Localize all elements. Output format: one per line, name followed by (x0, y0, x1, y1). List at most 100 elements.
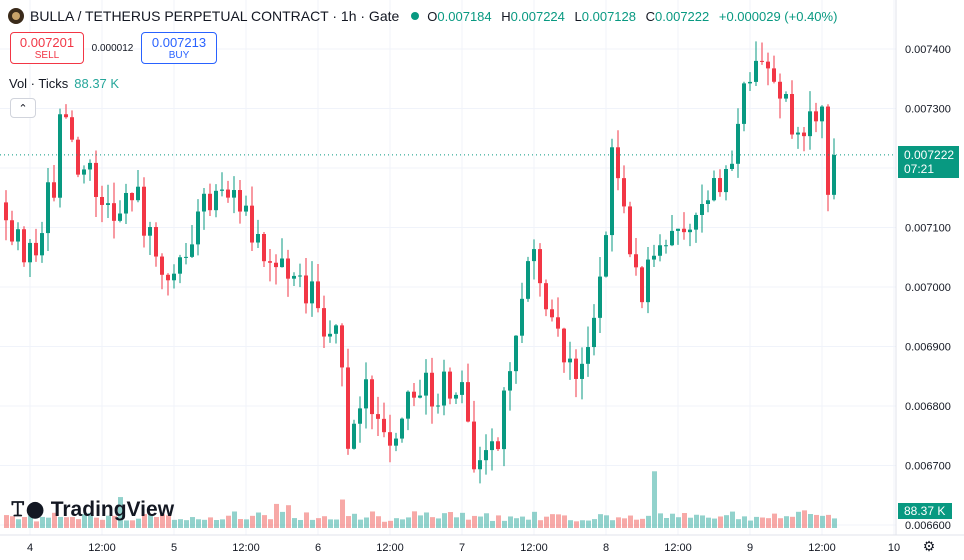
volume-bar (742, 516, 747, 528)
candle-body (286, 258, 290, 279)
volume-bar (304, 512, 309, 528)
volume-bar (754, 516, 759, 528)
volume-bar (784, 516, 789, 528)
candle-body (622, 178, 626, 207)
volume-bar (22, 517, 27, 528)
candle-body (88, 162, 92, 170)
volume-bar (184, 520, 189, 528)
candle-body (796, 132, 800, 135)
candle-body (10, 220, 14, 242)
volume-bar (358, 519, 363, 528)
buy-label: BUY (168, 50, 190, 61)
candle-body (658, 245, 662, 256)
volume-bar (88, 512, 93, 528)
candle-body (118, 213, 122, 221)
symbol-legend: BULLA / TETHERUS PERPETUAL CONTRACT · 1h… (8, 6, 843, 26)
collapse-legend-button[interactable]: ⌃ (10, 98, 36, 118)
volume-bar (772, 513, 777, 528)
volume-bar (526, 519, 531, 528)
candle-body (418, 395, 422, 398)
time-tick-label: 6 (315, 542, 321, 554)
volume-bar (292, 518, 297, 528)
candle-body (232, 190, 236, 198)
candle-body (508, 371, 512, 391)
volume-bar (682, 513, 687, 528)
candle-body (346, 367, 350, 449)
candle-body (502, 390, 506, 450)
volume-bar (244, 519, 249, 528)
volume-bar (136, 518, 141, 528)
candle-body (640, 267, 644, 303)
low-key: L (574, 8, 582, 24)
candle-body (790, 94, 794, 135)
candle-body (568, 358, 572, 363)
volume-bar (706, 517, 711, 528)
sell-button[interactable]: 0.007201 SELL (10, 32, 84, 64)
volume-bar (118, 497, 123, 528)
time-tick-label: 12:00 (520, 542, 548, 554)
high-value: 0.007224 (510, 8, 565, 24)
candle-body (280, 258, 284, 268)
volume-bar (700, 515, 705, 528)
candle-body (784, 94, 788, 99)
price-tick-label: 0.007400 (905, 44, 951, 56)
volume-bar (274, 503, 279, 528)
volume-bar (724, 515, 729, 528)
volume-bar (424, 512, 429, 528)
candle-body (472, 421, 476, 470)
candle-body (826, 106, 830, 195)
ohlc-values: O0.007184 H0.007224 L0.007128 C0.007222 … (427, 9, 843, 24)
volume-bar (382, 521, 387, 528)
candle-body (436, 405, 440, 407)
candle-body (106, 203, 110, 205)
candle-body (262, 233, 266, 262)
volume-bar (100, 519, 105, 528)
gear-icon[interactable]: ⚙ (922, 538, 936, 554)
volume-legend[interactable]: Vol · Ticks 88.37 K (9, 76, 119, 91)
volume-bar (466, 519, 471, 528)
price-axis[interactable]: 0.0074000.0073000.0072000.0071000.007000… (905, 44, 951, 532)
candle-body (316, 281, 320, 309)
candle-body (400, 418, 404, 439)
candle-body (610, 147, 614, 236)
time-axis[interactable]: 4 12:00 5 12:00 6 12:00 7 12:00 8 12:00 9 12:00 10 (27, 542, 900, 554)
candle-body (340, 325, 344, 368)
open-value: 0.007184 (437, 8, 492, 24)
volume-bar (712, 518, 717, 528)
volume-bar (658, 513, 663, 528)
tradingview-logo[interactable]: 𝚃● TradingView (10, 497, 174, 522)
candle-body (208, 193, 212, 211)
volume-bar (634, 519, 639, 528)
close-value: 0.007222 (655, 8, 710, 24)
volume-bar (544, 516, 549, 528)
candle-body (136, 186, 140, 201)
candle-body (130, 192, 134, 201)
volume-bar (748, 520, 753, 528)
volume-bar (490, 520, 495, 528)
symbol-title[interactable]: BULLA / TETHERUS PERPETUAL CONTRACT · 1h… (30, 8, 400, 24)
price-tick-label: 0.007000 (905, 282, 951, 294)
candle-body (178, 257, 182, 274)
volume-bar (124, 520, 129, 528)
volume-bar (646, 515, 651, 528)
candle-body (220, 189, 224, 191)
volume-bar (520, 516, 525, 528)
volume-bar (652, 471, 657, 528)
time-tick-label: 12:00 (88, 542, 116, 554)
candle-body (202, 193, 206, 212)
close-key: C (645, 8, 656, 24)
volume-bar (676, 517, 681, 528)
volume-bar (178, 519, 183, 528)
sell-price: 0.007201 (19, 35, 75, 50)
volume-bar (580, 520, 585, 528)
volume-bar (412, 511, 417, 528)
candle-body (832, 154, 836, 195)
candle-body (460, 382, 464, 395)
buy-button[interactable]: 0.007213 BUY (141, 32, 217, 64)
candle-body (388, 432, 392, 446)
volume-bar (352, 513, 357, 528)
volume-bar (664, 518, 669, 528)
candle-body (382, 418, 386, 433)
candle-body (82, 169, 86, 175)
